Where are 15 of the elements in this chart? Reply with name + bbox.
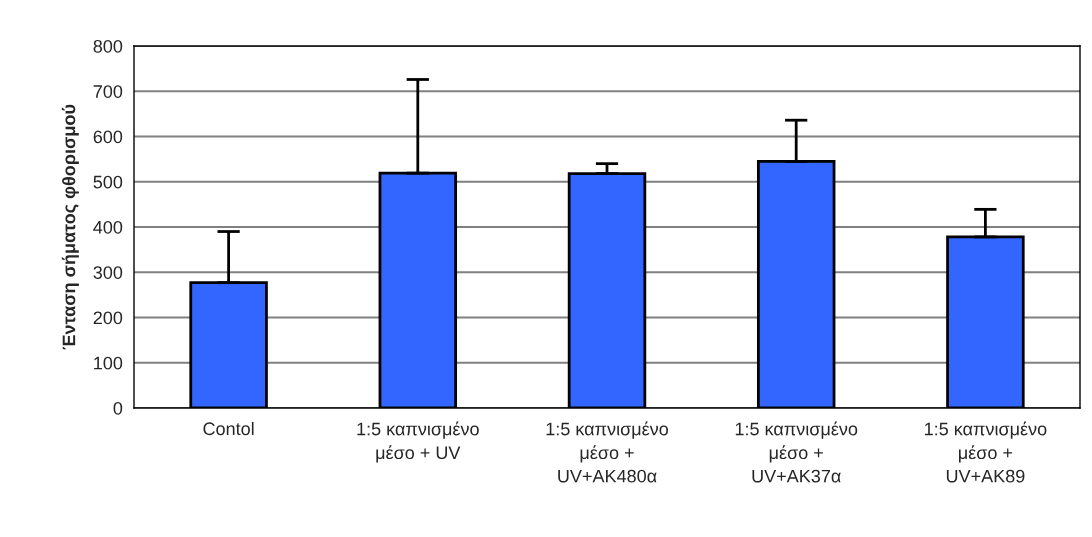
x-tick-label: 1:5 καπνισμένο μέσο + UV+AK37α — [735, 421, 858, 483]
y-tick-label: 700 — [93, 85, 123, 98]
y-tick-label: 0 — [113, 401, 123, 415]
y-tick-label: 800 — [93, 39, 123, 53]
y-tick-label: 200 — [93, 311, 123, 325]
y-tick-label: 500 — [93, 175, 123, 189]
y-tick-label: 300 — [93, 266, 123, 279]
x-tick-label: 1:5 καπνισμένο μέσο + UV+AK89 — [925, 421, 1047, 483]
y-axis-title: Ένταση σήματος φθορισμού — [61, 104, 79, 350]
x-tick-label: Contol — [203, 421, 254, 436]
y-tick-label: 400 — [93, 220, 123, 234]
x-tick-label: 1:5 καπνισμένο μέσο + UV+AK480α — [546, 421, 668, 483]
x-tick-label: 1:5 καπνισμένο μέσο + UV — [357, 421, 479, 463]
y-tick-label: 600 — [93, 130, 123, 144]
y-tick-label: 100 — [94, 356, 123, 370]
